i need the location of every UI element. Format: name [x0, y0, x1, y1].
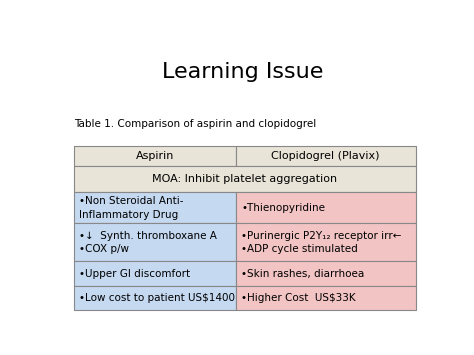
- Bar: [74, 224, 236, 262]
- Text: Clopidogrel (Plavix): Clopidogrel (Plavix): [271, 152, 380, 162]
- Bar: [236, 286, 416, 311]
- Bar: [236, 147, 416, 166]
- Bar: [74, 192, 236, 224]
- Text: •Skin rashes, diarrhoea: •Skin rashes, diarrhoea: [241, 269, 365, 279]
- Bar: [74, 147, 236, 166]
- Text: •Upper GI discomfort: •Upper GI discomfort: [80, 269, 191, 279]
- Bar: [74, 262, 236, 286]
- Text: •Low cost to patient US$1400: •Low cost to patient US$1400: [80, 294, 236, 304]
- Text: •Non Steroidal Anti-
Inflammatory Drug: •Non Steroidal Anti- Inflammatory Drug: [80, 196, 184, 220]
- Bar: [236, 224, 416, 262]
- Bar: [236, 192, 416, 224]
- Text: Aspirin: Aspirin: [136, 152, 174, 162]
- Text: •Thienopyridine: •Thienopyridine: [241, 203, 325, 213]
- Text: •Higher Cost  US$33K: •Higher Cost US$33K: [241, 294, 356, 304]
- Bar: [74, 166, 416, 192]
- Text: Learning Issue: Learning Issue: [162, 62, 324, 82]
- Text: •↓  Synth. thromboxane A
•COX p/w: •↓ Synth. thromboxane A •COX p/w: [80, 231, 218, 254]
- Text: •Purinergic P2Y₁₂ receptor irr←
•ADP cycle stimulated: •Purinergic P2Y₁₂ receptor irr← •ADP cyc…: [241, 231, 401, 254]
- Bar: [236, 262, 416, 286]
- Text: Table 1. Comparison of aspirin and clopidogrel: Table 1. Comparison of aspirin and clopi…: [74, 119, 316, 129]
- Text: MOA: Inhibit platelet aggregation: MOA: Inhibit platelet aggregation: [152, 174, 337, 185]
- Bar: [74, 286, 236, 311]
